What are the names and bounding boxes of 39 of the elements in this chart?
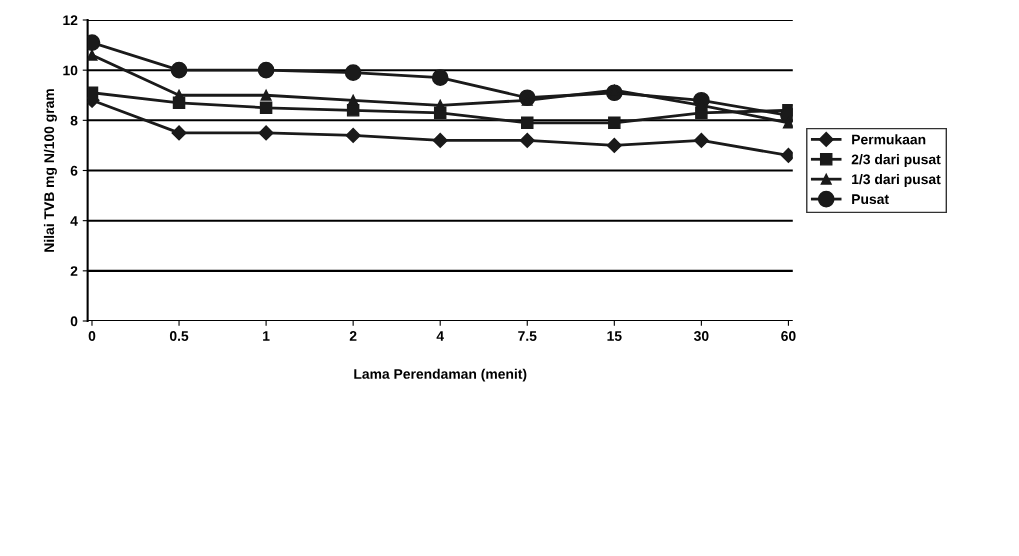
x-tick-label: 0 (88, 331, 96, 341)
legend-label: 2/3 dari pusat (851, 154, 941, 168)
point (344, 64, 362, 82)
x-tick-label: 4 (436, 331, 444, 341)
point (345, 127, 361, 143)
x-tick-label: 7.5 (518, 331, 537, 341)
legend-label: 1/3 dari pusat (852, 173, 941, 187)
point (431, 69, 449, 87)
point (432, 132, 448, 148)
point (170, 61, 188, 79)
y-tick-label: 6 (70, 165, 78, 176)
point (521, 116, 534, 130)
x-tick-label: 30 (693, 331, 709, 341)
x-tick-label: 1 (263, 331, 270, 341)
y-tick-label: 10 (63, 65, 78, 76)
point (87, 86, 99, 99)
x-tick-label: 2 (349, 331, 357, 341)
y-tick-label: 4 (70, 216, 78, 226)
y-tick-label: 2 (70, 266, 78, 276)
point (259, 101, 273, 115)
point (171, 125, 187, 141)
x-tick-label: 60 (781, 331, 796, 341)
y-tick-label: 8 (70, 115, 78, 126)
point (260, 89, 272, 101)
y-axis-title: Nilai TVB mg N/100 gram (43, 89, 57, 252)
y-tick-label: 12 (63, 15, 78, 26)
point (519, 132, 535, 148)
legend-label: Permukaan (852, 134, 926, 145)
x-tick-label: 0.5 (169, 331, 189, 341)
legend-label: Pusat (852, 194, 889, 205)
point (87, 49, 98, 61)
point (257, 61, 275, 79)
point (693, 132, 709, 148)
y-tick-label: 0 (70, 316, 78, 327)
point (608, 116, 621, 130)
x-axis-title: Lama Perendaman (menit) (354, 368, 527, 382)
point (258, 125, 274, 141)
x-tick-label: 15 (607, 331, 622, 341)
point (606, 137, 622, 153)
